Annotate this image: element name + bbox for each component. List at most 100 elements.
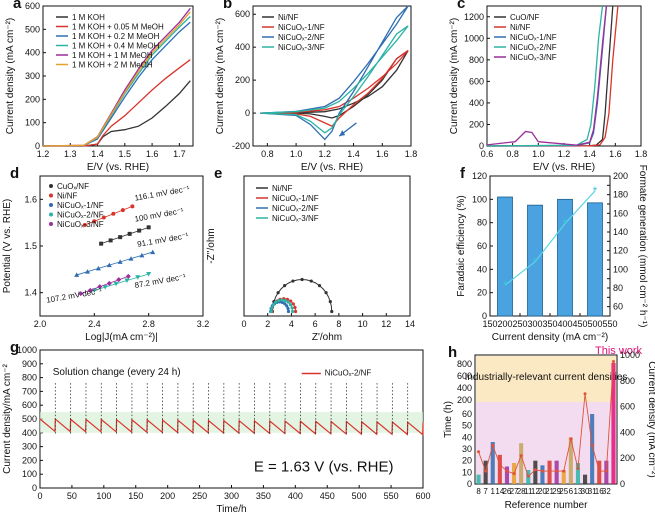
panel-d: d 2.0 2.4 2.8 3.2 1.4 1.5 1.6 Log|J(mA cm⁻²)| Pot… <box>2 165 209 343</box>
data-point <box>130 204 135 209</box>
data-point <box>118 235 123 240</box>
x-tick-label: 600 <box>415 491 430 501</box>
x-axis-label: E/V (vs. RHE) <box>301 162 363 173</box>
plot-frame <box>243 175 411 317</box>
legend-label: NiCuOₓ-3/NF <box>278 43 325 52</box>
x-tick-label: 3.2 <box>197 319 210 329</box>
x-tick-label: 1.7 <box>173 149 186 159</box>
data-point <box>87 287 93 293</box>
y-tick-label: 200 <box>25 94 40 104</box>
panel-e: e 0 2 4 6 8 10 12 14 Z'/ohm -Z''/ohm Ni/NFNiCuOₓ-1/… <box>206 165 415 343</box>
legend-label: 1 M KOH <box>72 13 105 22</box>
y-tick-label: 20 <box>477 288 487 298</box>
series-line <box>42 11 191 147</box>
x-tick-label: 8 <box>336 319 341 329</box>
data-point <box>300 277 304 282</box>
legend-label: NiCuOₓ-2/NF <box>510 43 557 52</box>
data-point <box>291 302 295 306</box>
bar <box>533 460 538 484</box>
y-tick-label: 60 <box>477 241 487 251</box>
y-tick-label: 100 <box>25 118 40 128</box>
y-tick-label: 200 <box>469 119 484 129</box>
y-tick-label: 0 <box>245 108 250 118</box>
data-point <box>324 291 328 295</box>
data-point <box>283 298 287 303</box>
line-point <box>569 437 573 441</box>
line-point <box>611 359 615 363</box>
x-tick-label: 10 <box>358 319 368 329</box>
legend-marker <box>49 212 53 217</box>
panel-label: f <box>460 165 466 182</box>
x-tick-label: 7 <box>483 487 488 496</box>
series-line <box>43 80 191 147</box>
line-point <box>512 472 516 476</box>
panel-label: e <box>214 165 222 182</box>
data-point <box>146 272 152 277</box>
x-tick-label: 11 <box>524 487 533 496</box>
slope-label: 91.1 mV dec⁻¹ <box>137 231 190 249</box>
data-point <box>106 280 112 286</box>
data-point <box>85 269 91 274</box>
x-tick-label: 1.6 <box>146 149 159 159</box>
data-point <box>277 298 281 303</box>
line-point <box>540 469 544 473</box>
data-point <box>78 291 84 297</box>
y2-axis-label: Formate generation (mmol cm⁻² h⁻¹) <box>637 165 648 328</box>
data-point <box>137 228 142 233</box>
y2-tick-label: 80 <box>613 283 623 293</box>
data-point <box>101 215 106 220</box>
data-point <box>127 231 132 236</box>
data-point <box>286 306 290 311</box>
line-point <box>491 443 495 447</box>
x-tick-label: 200 <box>497 319 512 329</box>
y-tick-label: 700 <box>22 386 37 396</box>
legend-label: 1 M KOH + 2 M MeOH <box>72 61 153 70</box>
data-point <box>291 279 295 283</box>
line-point <box>562 469 566 473</box>
y-tick-label: 800 <box>457 359 472 369</box>
highlight-label: This work <box>595 345 643 357</box>
y-tick-label: 600 <box>25 1 40 11</box>
x-tick-label: 300 <box>224 491 239 501</box>
y2-tick-label: 400 <box>620 427 635 437</box>
series-line <box>486 5 608 146</box>
legend-label: NiCuOₓ-2/NF <box>272 204 319 213</box>
y-axis-label: Current density (mA cm⁻²) <box>5 18 16 134</box>
data-point <box>286 300 290 304</box>
x-axis-label: Current density (mA cm⁻²) <box>492 332 608 343</box>
panel-label: h <box>448 344 457 361</box>
data-point <box>125 273 131 279</box>
y-tick-label: 900 <box>22 359 37 369</box>
data-point <box>286 309 291 314</box>
y-tick-label: 60 <box>462 409 472 419</box>
x-tick-label: 1.4 <box>583 149 596 159</box>
x-axis-label: E/V (vs. RHE) <box>87 162 149 173</box>
formate-point: * <box>593 184 598 198</box>
plot-frame <box>252 5 412 147</box>
y-tick-label: 100 <box>22 469 37 479</box>
data-point <box>330 309 334 314</box>
y-axis-label: Faradaic efficiency (%) <box>456 195 467 297</box>
x-tick-label: 450 <box>320 491 335 501</box>
x-tick-label: 29 <box>552 487 561 496</box>
x-tick-label: 1.8 <box>405 149 418 159</box>
x-tick-label: 27 <box>510 487 519 496</box>
line-point <box>583 392 587 396</box>
x-tick-label: 2.0 <box>34 319 47 329</box>
x-tick-label: 500 <box>352 491 367 501</box>
data-point <box>102 285 108 290</box>
y-tick-label: 800 <box>22 373 37 383</box>
annotation-text: Solution change (every 24 h) <box>53 367 181 378</box>
y-tick-label: 1.5 <box>24 241 37 251</box>
bar <box>519 443 524 484</box>
x-tick-label: 100 <box>96 491 111 501</box>
data-point <box>135 275 141 280</box>
y2-tick-label: 200 <box>620 453 635 463</box>
y-tick-label: 120 <box>472 171 487 181</box>
slope-label: 116.1 mV dec⁻¹ <box>134 184 191 203</box>
line-point <box>533 468 537 472</box>
y-tick-label: 800 <box>469 55 484 65</box>
x-tick-label: 30 <box>581 487 590 496</box>
data-point <box>150 249 156 255</box>
x-tick-label: 550 <box>384 491 399 501</box>
